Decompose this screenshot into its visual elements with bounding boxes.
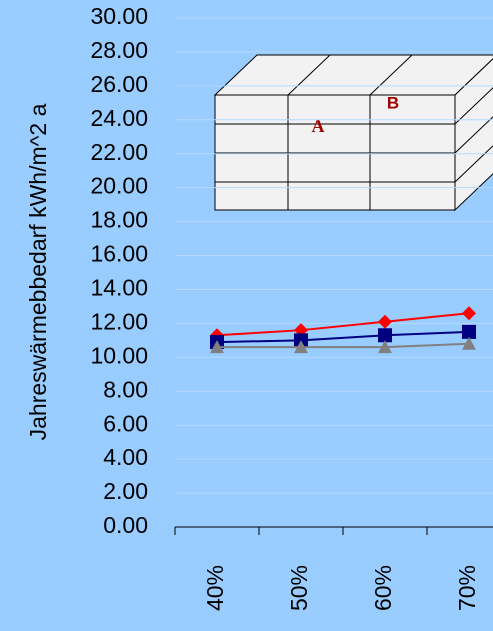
data-point — [378, 314, 392, 329]
y-tick-label: 14.00 — [90, 275, 148, 301]
y-tick-label: 28.00 — [90, 37, 148, 63]
x-tick-label: 60% — [370, 565, 396, 611]
series-line — [216, 330, 470, 344]
annotation: B — [387, 93, 399, 112]
series-line — [216, 312, 470, 337]
y-tick-label: 2.00 — [103, 478, 148, 504]
x-tick-label: 70% — [454, 565, 480, 611]
y-tick-label: 22.00 — [90, 139, 148, 165]
y-tick-label: 20.00 — [90, 173, 148, 199]
y-tick-label: 0.00 — [103, 512, 148, 538]
y-tick-label: 30.00 — [90, 3, 148, 29]
x-tick-label: 40% — [202, 565, 228, 611]
series-line — [217, 342, 470, 349]
y-tick-label: 16.00 — [90, 241, 148, 267]
annotation: A — [312, 116, 325, 136]
y-tick-label: 8.00 — [103, 376, 148, 402]
data-point — [462, 306, 476, 321]
y-tick-label: 26.00 — [90, 71, 148, 97]
data-point — [378, 328, 392, 343]
y-tick-label: 4.00 — [103, 444, 148, 470]
data-point — [294, 340, 308, 354]
data-point — [462, 336, 476, 350]
data-point — [378, 340, 392, 354]
building-illustration — [213, 54, 493, 212]
y-tick-label: 6.00 — [103, 410, 148, 436]
data-point — [210, 340, 224, 354]
y-tick-label: 18.00 — [90, 207, 148, 233]
y-axis-label: Jahreswärmebbedarf kWh/m^2 a — [25, 103, 51, 440]
y-tick-label: 24.00 — [90, 105, 148, 131]
y-tick-label: 12.00 — [90, 308, 148, 334]
y-tick-label: 10.00 — [90, 342, 148, 368]
x-tick-label: 50% — [286, 565, 312, 611]
data-point — [462, 324, 476, 339]
